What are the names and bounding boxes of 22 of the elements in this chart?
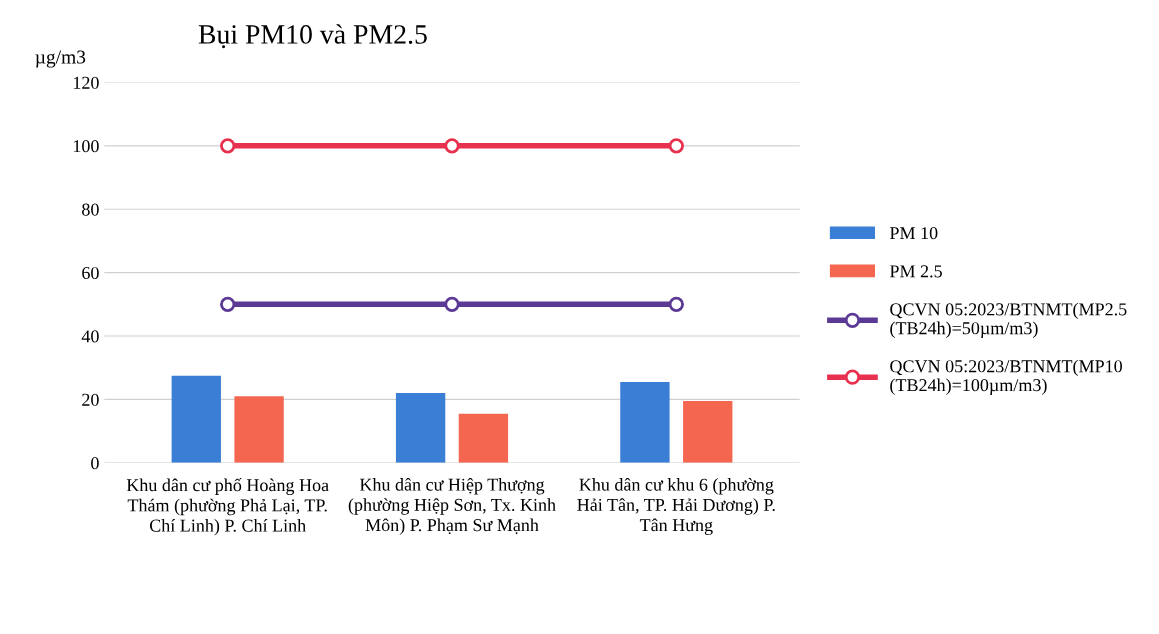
bar: [458, 413, 509, 463]
bar: [395, 393, 446, 463]
y-tick-label: 60: [82, 266, 99, 280]
y-tick-label: 100: [73, 140, 99, 153]
bar: [171, 375, 221, 463]
chart-title: Bụi PM10 và PM2.5: [198, 24, 427, 49]
y-tick-label: 0: [91, 457, 99, 470]
legend-label: QCVN 05:2023/BTNMT(MP2.5 (TB24h)=50µm/m3): [890, 302, 1127, 338]
legend-label: PM 2.5: [889, 265, 942, 278]
legend-label: QCVN 05:2023/BTNMT(MP10 (TB24h)=100µm/m3): [890, 359, 1122, 395]
bar: [234, 396, 284, 463]
x-tick-label: Khu dân cư khu 6 (phường Hải Tân, TP. Hải Dương) P. Tân Hưng: [577, 478, 775, 535]
x-tick-label: Khu dân cư Hiệp Thượng (phường Hiệp Sơn, Tx. Kinh Môn) P. Phạm Sư Mạnh: [348, 478, 556, 535]
y-tick-label: 80: [82, 203, 99, 216]
legend-label: PM 10: [889, 227, 938, 240]
y-tick-label: 40: [81, 330, 99, 343]
x-tick-label: Khu dân cư phố Hoàng Hoa Thám (phường Phả Lại, TP. Chí Linh) P. Chí Linh: [126, 478, 329, 536]
bar: [683, 401, 733, 463]
y-tick-label: 20: [82, 393, 99, 406]
y-axis-title: µg/m3: [35, 50, 86, 68]
y-tick-label: 120: [73, 76, 99, 89]
bar: [620, 381, 670, 463]
